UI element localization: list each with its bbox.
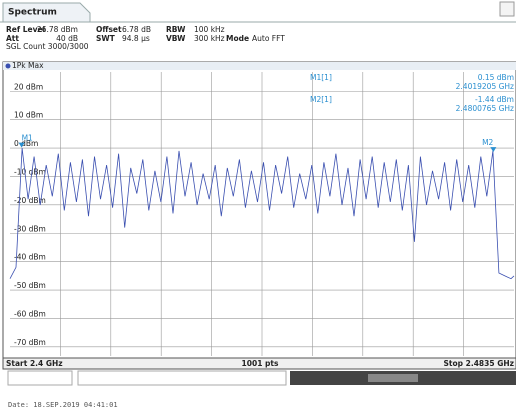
setting-value: 94.8 µs	[122, 34, 150, 43]
setting-value: 300 kHz	[194, 34, 225, 43]
setting-value: 26.78 dBm	[37, 25, 78, 34]
setting-name: Offset	[96, 25, 122, 34]
setting-name: Mode	[226, 34, 249, 43]
points-label: 1001 pts	[242, 359, 279, 368]
marker-label: M2	[482, 138, 493, 147]
count: SGL Count 3000/3000	[6, 42, 89, 51]
marker-freq: 2.4800765 GHz	[456, 104, 514, 113]
y-tick-label: 20 dBm	[14, 82, 43, 91]
marker-freq: 2.4019205 GHz	[456, 82, 514, 91]
setting-name: Att	[6, 34, 19, 43]
y-tick-label: -70 dBm	[14, 338, 46, 347]
status-box	[7, 370, 73, 386]
tab-label[interactable]: Spectrum	[8, 8, 57, 18]
y-tick-label: -30 dBm	[14, 224, 46, 233]
setting-name: SWT	[96, 34, 116, 43]
setting-name: Ref Level	[6, 25, 45, 34]
y-tick-label: -40 dBm	[14, 253, 46, 262]
trace-dot	[5, 63, 11, 69]
setting-value: Auto FFT	[252, 34, 285, 43]
footer-bar	[2, 357, 516, 370]
progress	[368, 374, 418, 382]
trace	[9, 148, 515, 280]
setting-value: 40 dB	[56, 34, 78, 43]
status-box	[77, 370, 287, 386]
setting-value: 6.78 dB	[122, 25, 151, 34]
stop-label: Stop 2.4835 GHz	[444, 359, 514, 368]
start-label: Start 2.4 GHz	[6, 359, 63, 368]
tab[interactable]	[2, 2, 91, 23]
setting-name: RBW	[166, 25, 186, 34]
trace-label: 1Pk Max	[12, 61, 44, 70]
y-tick-label: 10 dBm	[14, 111, 43, 120]
marker-name: M1[1]	[310, 73, 332, 82]
setting-name: VBW	[166, 34, 186, 43]
diagram-frame	[2, 61, 516, 359]
y-tick-label: 0 dBm	[14, 139, 38, 148]
y-tick-label: -10 dBm	[14, 167, 46, 176]
marker-value: -1.44 dBm	[475, 95, 514, 104]
marker	[18, 142, 25, 148]
marker-value: 0.15 dBm	[478, 73, 514, 82]
marker-label: M1	[22, 134, 33, 143]
setting-value: 100 kHz	[194, 25, 225, 34]
y-tick-label: -50 dBm	[14, 281, 46, 290]
marker-name: M2[1]	[310, 95, 332, 104]
y-tick-label: -60 dBm	[14, 309, 46, 318]
menu-button[interactable]	[499, 1, 515, 17]
trace-bar	[3, 62, 516, 70]
marker	[490, 147, 497, 153]
date: Date: 18.SEP.2019 04:41:01	[8, 401, 118, 409]
y-tick-label: -20 dBm	[14, 196, 46, 205]
